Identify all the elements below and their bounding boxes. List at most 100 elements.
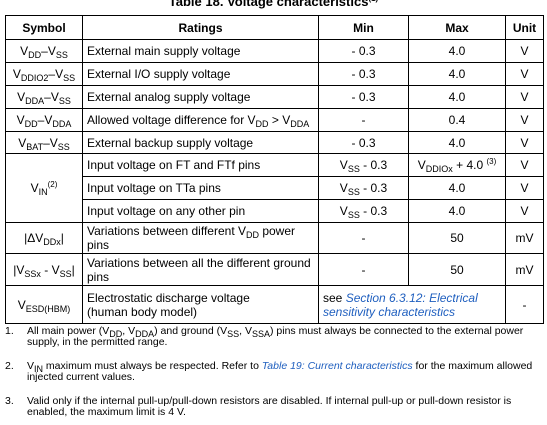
rating-cell: Input voltage on TTa pins xyxy=(82,176,319,200)
header-cell: Max xyxy=(408,15,506,40)
subscript: SS xyxy=(59,268,72,279)
rating-cell: External analog supply voltage xyxy=(82,85,319,109)
symbol-cell: VDD–VSS xyxy=(5,39,83,63)
text: V xyxy=(17,297,26,312)
text: Variations between all the different gro… xyxy=(87,255,311,284)
subscript: SS xyxy=(347,187,360,197)
unit-cell: mV xyxy=(505,253,544,286)
text: for the maximum allowed injected current… xyxy=(27,360,533,383)
subscript: SS xyxy=(347,164,360,174)
min-cell: - 0.3 xyxy=(318,62,409,86)
header-cell: Ratings xyxy=(82,15,319,40)
min-cell: - xyxy=(318,108,409,132)
subscript: DD xyxy=(24,119,38,129)
text: V xyxy=(12,67,21,81)
rating-cell: Allowed voltage difference for VDD > VDD… xyxy=(82,108,319,132)
subscript: SS xyxy=(58,96,71,106)
table-row: V DDA–VSS External analog supply voltage - … xyxy=(5,85,544,109)
subscript: BAT xyxy=(26,141,44,152)
unit-cell: V xyxy=(505,131,544,154)
text: Table 18. Voltage characteristics xyxy=(168,0,369,9)
max-cell: 4.0 xyxy=(408,199,506,223)
header-cell: Symbol xyxy=(5,15,83,40)
text: External main supply voltage xyxy=(87,44,241,58)
footnote: 1. All main power (VDD, VDDA) and ground … xyxy=(5,326,540,348)
text: Variations between different V xyxy=(87,224,246,238)
min-cell: - xyxy=(318,253,409,286)
max-cell: 4.0 xyxy=(408,176,506,200)
subscript: DDIOx xyxy=(425,164,453,174)
header-cell: Min xyxy=(318,15,409,40)
subscript: DDA xyxy=(290,119,310,129)
rating-cell: Variations between all the different gro… xyxy=(82,253,319,286)
link[interactable]: Section 6.3.12: Electrical sensitivity c… xyxy=(323,290,478,319)
text: External analog supply voltage xyxy=(87,90,251,104)
text: V xyxy=(30,181,39,195)
rating-cell: External backup supply voltage xyxy=(82,131,319,154)
text: –V xyxy=(44,90,59,104)
max-cell: 4.0 xyxy=(408,85,506,109)
text: –V xyxy=(37,113,53,127)
superscript: (1) xyxy=(368,0,378,3)
symbol-cell: VIN(2) xyxy=(5,153,83,223)
subscript: DDA xyxy=(52,119,72,129)
footnote: 3. Valid only if the internal pull-up/pul… xyxy=(5,396,540,418)
subscript: IN xyxy=(34,364,44,374)
subscript: DDA xyxy=(25,96,45,106)
text: –V xyxy=(41,44,56,58)
table-row: VDD–VDDA Allowed voltage difference for V… xyxy=(5,108,544,132)
table-row: VIN(2) Input voltage on FT and FTf pins VS… xyxy=(5,153,544,223)
max-cell: 4.0 xyxy=(408,131,506,154)
unit-cell: V xyxy=(505,39,544,63)
footnote-number: 2. xyxy=(5,360,14,372)
text-line: (human body model) xyxy=(87,304,198,319)
table-row: VDD–VSS External main supply voltage - 0.3… xyxy=(5,39,544,63)
subscript: SS xyxy=(347,210,360,220)
footnote-text: VIN maximum must always be respected. Re… xyxy=(27,360,532,383)
subscript: SSx xyxy=(24,268,41,279)
unit-cell: V xyxy=(505,85,544,109)
text: Allowed voltage difference for V xyxy=(87,113,256,127)
text: V xyxy=(20,44,29,58)
subscript: SS xyxy=(227,329,240,339)
text: V xyxy=(27,360,35,372)
text: | xyxy=(71,262,75,277)
text: ) and ground (V xyxy=(154,325,228,337)
text: maximum must always be respected. Refer … xyxy=(43,360,262,372)
min-max-cell: see Section 6.3.12: Electrical sensitivi… xyxy=(318,285,506,324)
text: + 4.0 xyxy=(452,158,487,172)
text: External backup supply voltage xyxy=(87,135,254,150)
unit-cell: V xyxy=(505,62,544,86)
min-cell: VSS - 0.3 xyxy=(318,199,409,223)
subscript: DD xyxy=(109,329,123,339)
max-cell: VDDIOx + 4.0 (3) xyxy=(408,153,506,177)
symbol-cell: |VSSx - VSS| xyxy=(5,253,83,286)
text: | xyxy=(60,231,64,245)
superscript: (3) xyxy=(486,157,497,166)
symbol-cell: VDD–VDDA xyxy=(5,108,83,132)
header-row: Symbol Ratings Min Max Unit xyxy=(5,15,544,40)
table-row: |VSSx - VSS| Variations between all the d… xyxy=(5,253,544,286)
link[interactable]: Table 19: Current characteristics xyxy=(261,360,413,372)
table: Symbol Ratings Min Max Unit VDD–VSS External … xyxy=(5,15,544,324)
min-cell: - 0.3 xyxy=(318,85,409,109)
text: - V xyxy=(40,262,60,277)
max-cell: 4.0 xyxy=(408,62,506,86)
min-cell: VSS - 0.3 xyxy=(318,176,409,200)
text: Input voltage on TTa pins xyxy=(87,181,221,195)
max-cell: 50 xyxy=(408,253,506,286)
rating-cell: Input voltage on any other pin xyxy=(82,199,319,223)
subscript: DDx xyxy=(43,237,61,247)
table-row: VESD(HBM) Electrostatic discharge voltage… xyxy=(5,285,544,324)
text: > V xyxy=(268,113,291,127)
rating-cell: External I/O supply voltage xyxy=(82,62,319,86)
subscript: SS xyxy=(63,73,76,83)
max-cell: 4.0 xyxy=(408,39,506,63)
symbol-cell: VDDIO2–VSS xyxy=(5,62,83,86)
footnotes: 1. All main power (VDD, VDDA) and ground … xyxy=(5,326,540,425)
text: - 0.3 xyxy=(359,204,388,218)
symbol-cell: VESD(HBM) xyxy=(5,285,83,324)
text: power pins xyxy=(87,224,296,252)
table-body: VDD–VSS External main supply voltage - 0.3… xyxy=(5,39,544,324)
